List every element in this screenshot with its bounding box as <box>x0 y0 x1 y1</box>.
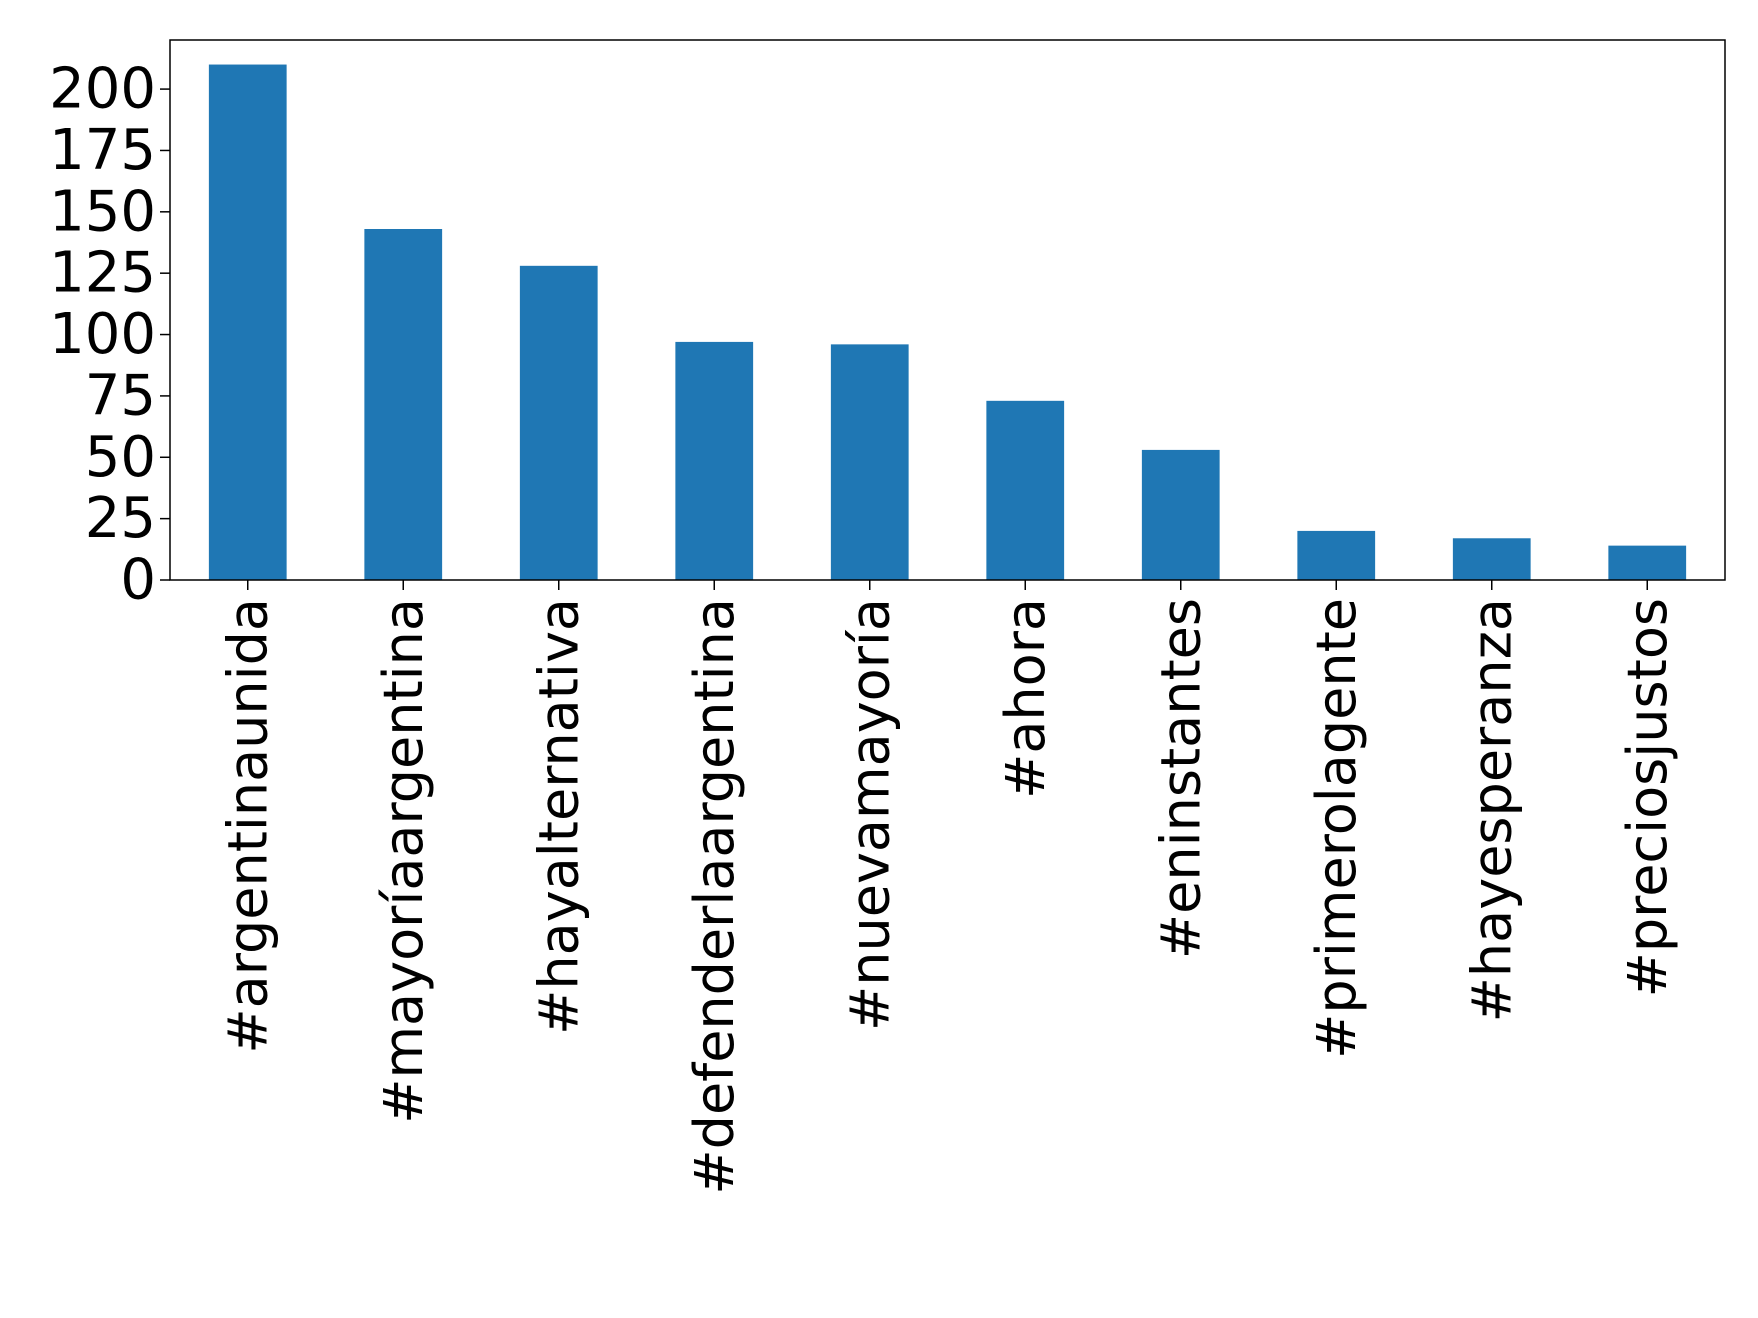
x-tick-label: #defenderlaargentina <box>683 598 746 1195</box>
bar <box>519 265 598 580</box>
x-tick-label: #hayalternativa <box>527 598 590 1035</box>
x-tick-label: #argentinaunida <box>216 598 279 1054</box>
y-tick-label: 125 <box>49 241 156 306</box>
y-tick-label: 200 <box>49 57 156 122</box>
x-tick-label: #hayesperanza <box>1460 598 1523 1022</box>
y-tick-label: 0 <box>120 548 156 613</box>
y-tick-label: 25 <box>85 486 156 551</box>
bar <box>675 341 754 580</box>
bar <box>830 344 909 580</box>
y-tick-label: 100 <box>49 302 156 367</box>
x-tick-label: #preciosjustos <box>1616 598 1679 997</box>
x-tick-label: #ahora <box>994 598 1057 799</box>
x-tick-label: #primerolagente <box>1305 598 1368 1059</box>
bar <box>1608 545 1687 580</box>
x-tick-label: #nuevamayoría <box>838 598 901 1031</box>
y-tick-label: 75 <box>85 363 156 428</box>
bars-group <box>208 64 1687 580</box>
x-tick-label: #eninstantes <box>1149 598 1212 959</box>
bar <box>208 64 287 580</box>
bar <box>1141 449 1220 580</box>
bar <box>364 229 443 580</box>
x-axis: #argentinaunida #mayoríaargentina #hayalte… <box>216 580 1679 1195</box>
plot-frame <box>169 39 1726 581</box>
bar <box>986 400 1065 580</box>
y-tick-label: 150 <box>49 179 156 244</box>
y-tick-label: 175 <box>49 118 156 183</box>
x-tick-label: #mayoríaargentina <box>372 598 435 1124</box>
bar <box>1297 530 1376 580</box>
bar <box>1452 538 1531 580</box>
y-tick-label: 50 <box>85 425 156 490</box>
